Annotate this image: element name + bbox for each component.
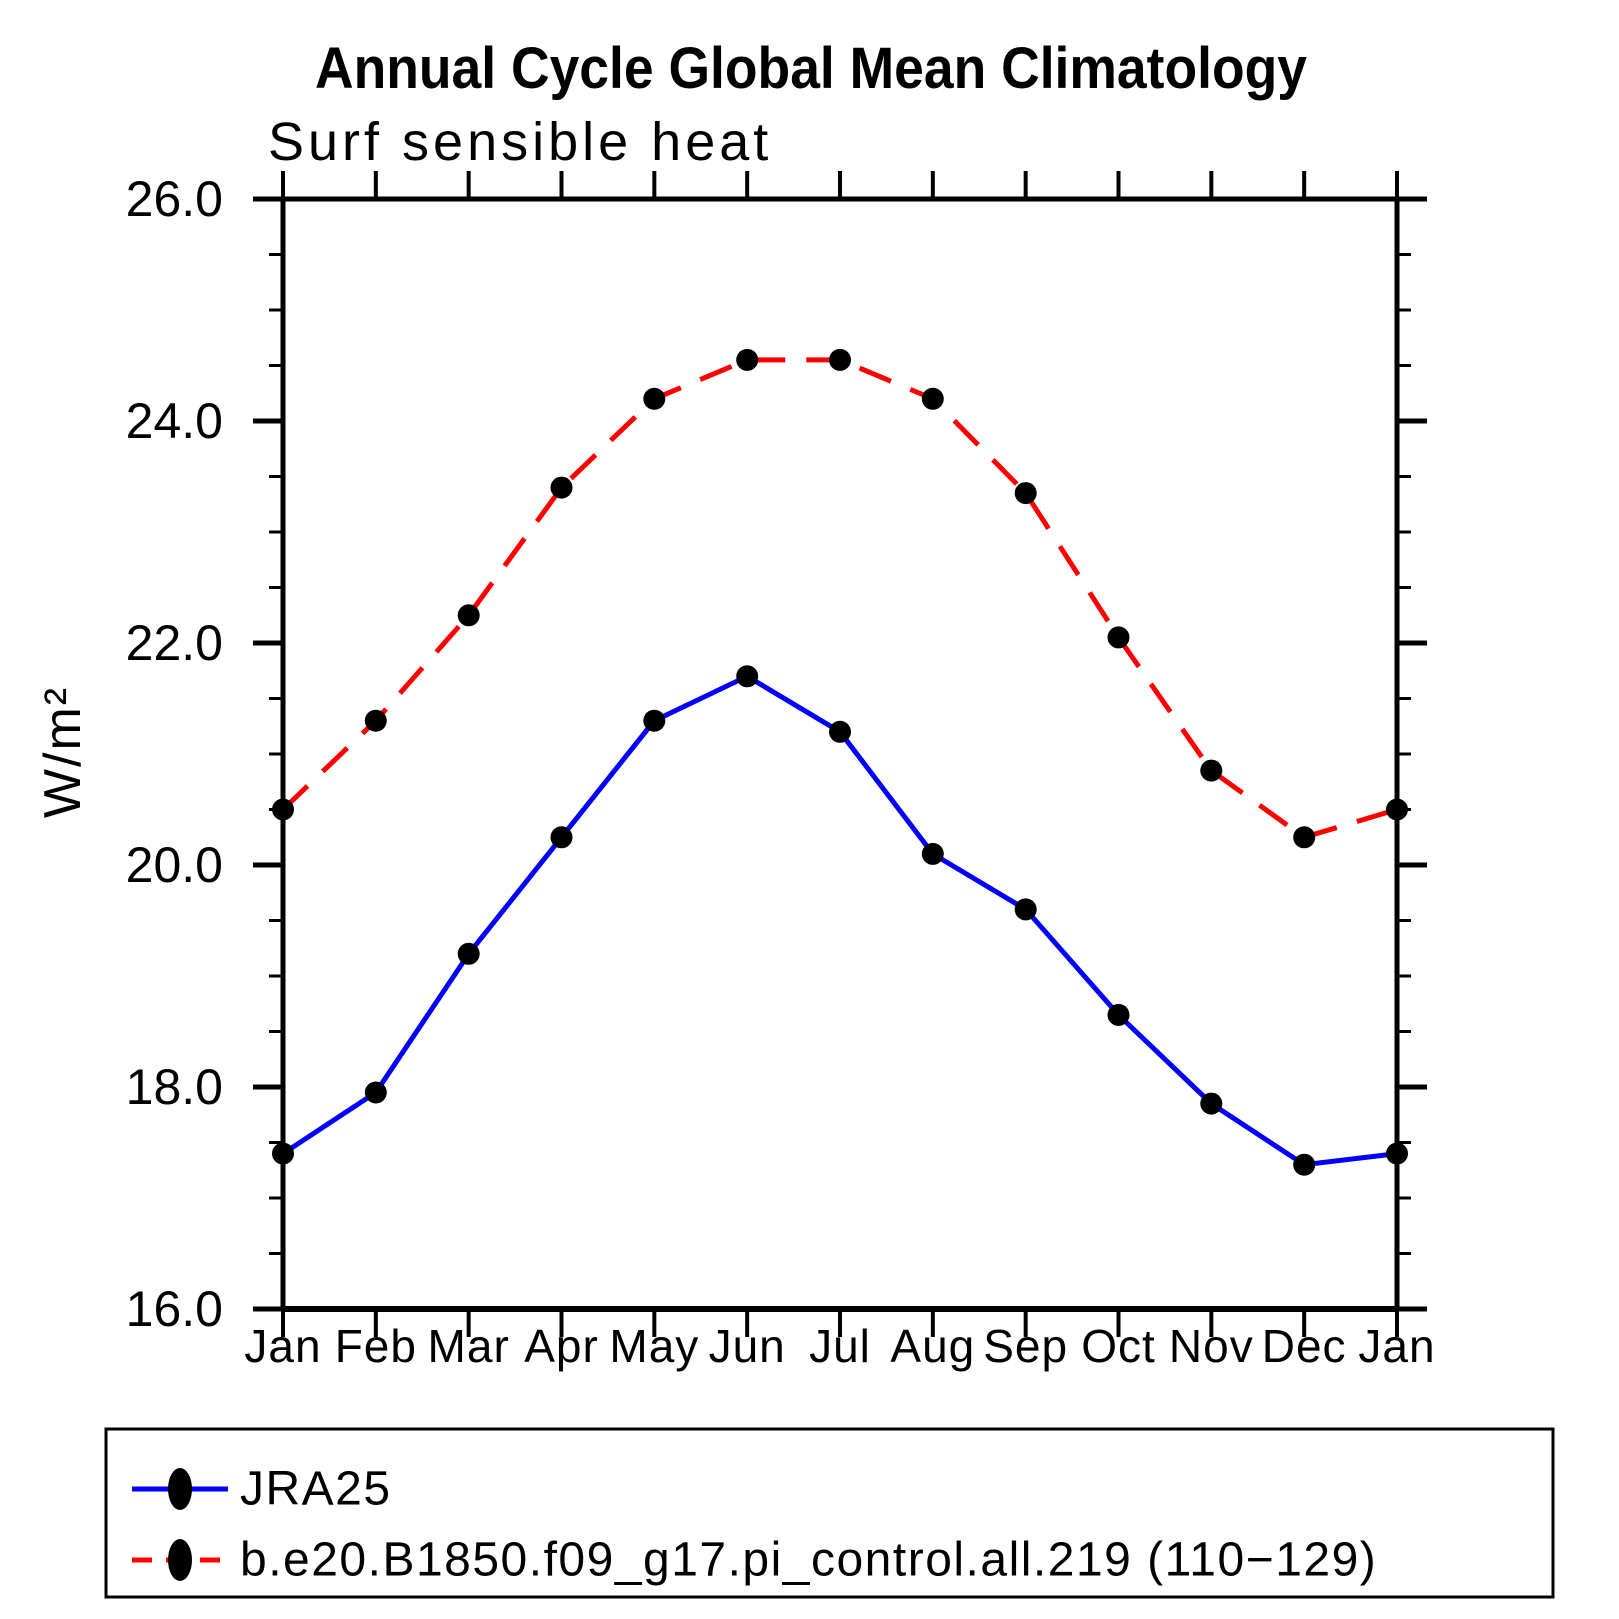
x-tick-label: Feb [335,1320,417,1372]
series-line-b [281,357,1398,841]
x-tick-label: Jan [244,1320,321,1372]
x-tick-label: Oct [1081,1320,1156,1372]
legend-entry: JRA25 [132,1463,392,1516]
x-tick-label: Jan [1358,1320,1435,1372]
data-point [550,476,573,499]
legend-marker [168,1539,192,1581]
x-tick-label: Mar [428,1320,510,1372]
x-tick-label: Dec [1262,1320,1347,1372]
legend-label: JRA25 [240,1463,392,1516]
legend: JRA25 b.e20.B1850.f09_g17.pi_control.all.… [104,1427,1555,1599]
y-axis-label: W/m² [34,686,92,818]
series-line-JRA25 [281,673,1398,1168]
data-point [643,709,666,732]
data-point [457,604,480,627]
legend-marker [168,1468,192,1510]
y-tick-label: 18.0 [126,1059,223,1115]
data-point [550,826,573,849]
data-point [1386,1142,1408,1165]
data-point [457,942,480,965]
legend-box [104,1427,1555,1599]
data-point [829,720,851,743]
series [272,348,1408,1176]
y-tick-label: 26.0 [126,171,223,227]
x-tick-label: Aug [890,1320,975,1372]
x-tick-label: Sep [983,1320,1068,1372]
data-point [1107,626,1130,649]
x-tick-label: May [609,1320,699,1372]
y-tick-label: 24.0 [126,393,223,449]
data-point [1293,826,1316,849]
legend-label: b.e20.B1850.f09_g17.pi_control.all.219 (… [240,1534,1377,1587]
x-tick-label: Jul [809,1320,871,1372]
data-point [643,387,666,410]
legend-entry: b.e20.B1850.f09_g17.pi_control.all.219 (… [132,1534,1377,1587]
data-point [1107,1003,1130,1026]
data-point [272,798,294,821]
chart-title: Annual Cycle Global Mean Climatology [315,36,1307,101]
data-point [829,348,851,371]
data-point [1200,759,1223,782]
data-point [736,348,759,371]
data-point [364,709,387,732]
data-point [1200,1092,1223,1115]
y-tick-label: 20.0 [126,837,223,893]
chart-subtitle: Surf sensible heat [268,112,772,172]
y-tick-label: 22.0 [126,615,223,671]
data-point [921,842,944,865]
data-point [272,1142,294,1165]
x-tick-label: Jun [709,1320,786,1372]
x-tick-label: Apr [524,1320,599,1372]
data-point [1014,482,1037,505]
data-point [1014,898,1037,921]
y-tick-label: 16.0 [126,1281,223,1337]
data-point [1293,1153,1316,1176]
data-point [921,387,944,410]
data-point [364,1081,387,1104]
data-point [1386,798,1408,821]
data-point [736,665,759,688]
x-tick-label: Nov [1169,1320,1254,1372]
